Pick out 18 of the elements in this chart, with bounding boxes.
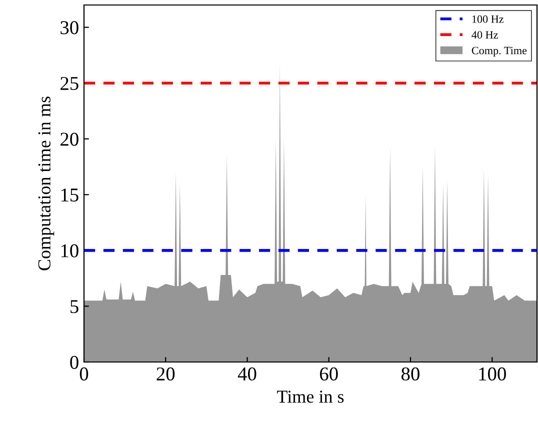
y-tick-label: 20 bbox=[60, 132, 78, 146]
x-tick-label: 100 bbox=[479, 367, 506, 381]
x-tick-label: 0 bbox=[80, 367, 88, 381]
y-tick-label: 25 bbox=[60, 76, 78, 90]
y-tick-label: 0 bbox=[70, 356, 78, 369]
legend-label: 100 Hz bbox=[472, 15, 504, 23]
y-tick-label: 30 bbox=[60, 21, 78, 34]
y-axis-title: Computation time in ms bbox=[38, 96, 54, 270]
x-tick-label: 40 bbox=[238, 367, 256, 381]
x-tick-label: 20 bbox=[156, 367, 175, 381]
y-tick-label: 10 bbox=[61, 244, 78, 258]
y-tick-label: 15 bbox=[61, 188, 78, 202]
x-tick-label: 60 bbox=[320, 367, 338, 381]
legend-label: 40 Hz bbox=[472, 31, 498, 39]
x-tick-label: 80 bbox=[402, 367, 420, 381]
x-axis-title: Time in s bbox=[277, 390, 344, 403]
y-tick-label: 5 bbox=[70, 300, 78, 314]
legend-label: Comp. Time bbox=[472, 46, 527, 57]
